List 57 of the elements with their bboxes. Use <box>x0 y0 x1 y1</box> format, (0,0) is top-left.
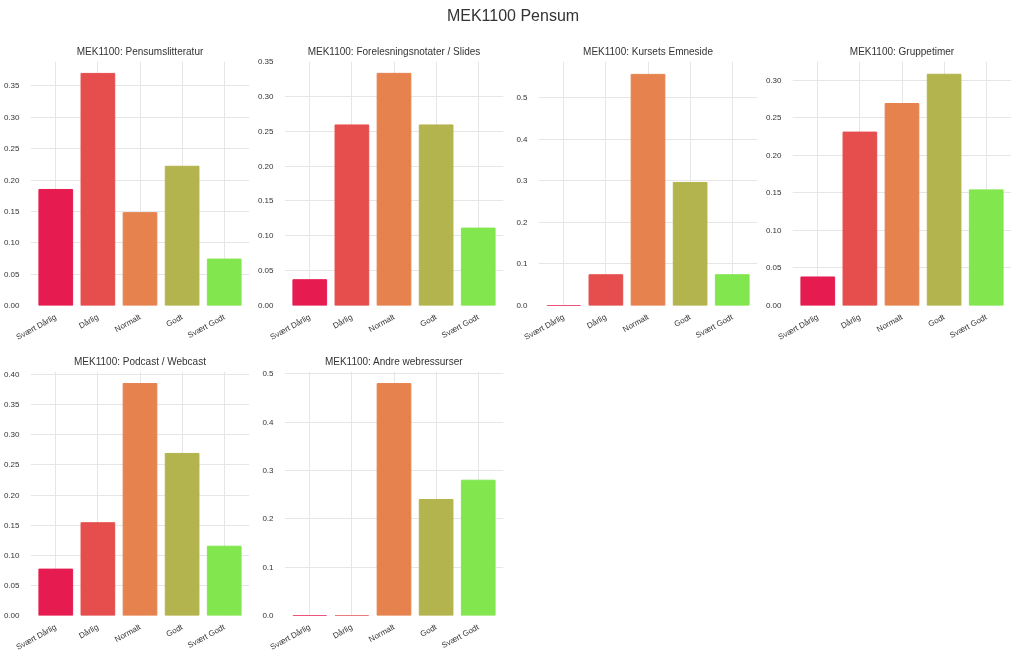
chart-title: MEK1100: Podcast / Webcast <box>74 355 207 367</box>
y-tick-label: 0.00 <box>765 301 783 310</box>
y-tick-label: 0.40 <box>3 370 21 380</box>
y-tick-label: 0.30 <box>3 112 21 122</box>
y-tick-label: 0.20 <box>3 175 21 185</box>
y-tick-label: 0.25 <box>3 144 21 154</box>
y-tick-label: 0.5 <box>516 93 529 103</box>
y-tick-label: 0.25 <box>3 460 21 470</box>
y-tick-label: 0.20 <box>257 161 275 171</box>
y-tick-label: 0.20 <box>3 490 21 500</box>
y-tick-label: 0.5 <box>262 369 275 379</box>
y-tick-label: 0.15 <box>765 188 783 198</box>
y-tick-label: 0.0 <box>262 611 275 620</box>
chart-title: MEK1100: Pensumslitteratur <box>76 45 204 57</box>
y-tick-label: 0.10 <box>3 238 21 248</box>
y-tick-label: 0.0 <box>516 301 529 310</box>
y-tick-label: 0.05 <box>257 266 275 276</box>
y-tick-label: 0.30 <box>3 430 21 440</box>
y-tick-label: 0.00 <box>3 611 21 620</box>
y-tick-label: 0.10 <box>257 231 275 241</box>
y-tick-label: 0.15 <box>3 520 21 530</box>
y-tick-label: 0.2 <box>516 217 529 227</box>
chart-title: MEK1100: Andre webressurser <box>324 355 464 367</box>
chart-title: MEK1100: Gruppetimer <box>849 45 955 57</box>
x-tick-label: Godt <box>164 312 185 329</box>
y-tick-label: 0.00 <box>3 301 21 310</box>
y-tick-label: 0.3 <box>262 466 275 476</box>
x-tick-label: Godt <box>418 312 439 329</box>
y-tick-label: 0.00 <box>257 301 275 310</box>
x-tick-label: Godt <box>164 622 185 639</box>
y-tick-label: 0.35 <box>3 400 21 410</box>
y-tick-label: 0.1 <box>262 562 275 572</box>
y-tick-label: 0.25 <box>257 126 275 136</box>
x-tick-label: Godt <box>672 312 693 329</box>
text: MEK1100 Pensum <box>446 6 580 26</box>
y-tick-label: 0.30 <box>257 91 275 101</box>
y-tick-label: 0.05 <box>765 263 783 273</box>
chart-title: MEK1100: Kursets Emneside <box>583 45 714 57</box>
y-tick-label: 0.20 <box>765 150 783 160</box>
y-tick-label: 0.4 <box>516 134 529 144</box>
chart-title: MEK1100: Forelesningsnotater / Slides <box>307 45 481 57</box>
y-tick-label: 0.35 <box>257 57 275 66</box>
y-tick-label: 0.10 <box>3 550 21 560</box>
y-tick-label: 0.30 <box>765 75 783 85</box>
y-tick-label: 0.10 <box>765 225 783 235</box>
y-tick-label: 0.25 <box>765 113 783 123</box>
y-tick-label: 0.3 <box>516 176 529 186</box>
y-tick-label: 0.1 <box>516 259 529 269</box>
y-tick-label: 0.15 <box>257 196 275 206</box>
x-tick-label: Godt <box>926 312 947 329</box>
y-tick-label: 0.4 <box>262 417 275 427</box>
y-tick-label: 0.35 <box>3 81 21 91</box>
y-tick-label: 0.15 <box>3 206 21 216</box>
y-tick-label: 0.2 <box>262 514 275 524</box>
y-tick-label: 0.05 <box>3 269 21 279</box>
y-tick-label: 0.05 <box>3 580 21 590</box>
x-tick-label: Godt <box>418 622 439 639</box>
